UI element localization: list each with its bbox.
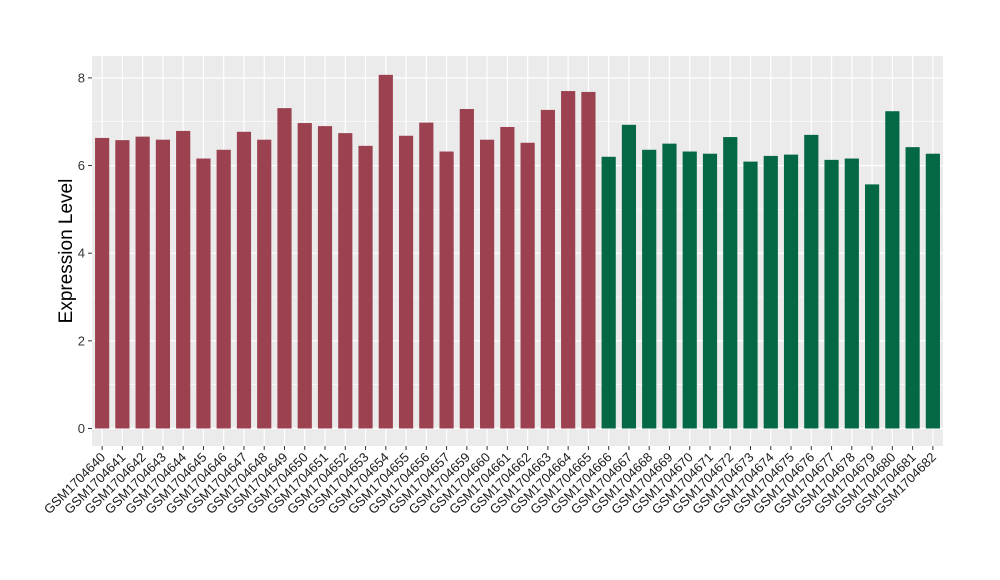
- bar-GSM1704675: [783, 154, 799, 429]
- bar-GSM1704664: [561, 91, 576, 429]
- bar-GSM1704661: [500, 126, 515, 429]
- bar-GSM1704677: [824, 159, 839, 429]
- bar-GSM1704649: [277, 108, 292, 429]
- bar-GSM1704662: [520, 142, 535, 429]
- bar-GSM1704665: [581, 91, 596, 429]
- y-axis-title: Expression Level: [56, 179, 77, 324]
- bar-GSM1704678: [844, 158, 859, 429]
- bar-GSM1704642: [135, 136, 150, 429]
- bar-GSM1704666: [601, 156, 616, 429]
- bar-GSM1704652: [338, 133, 353, 429]
- bar-GSM1704646: [216, 149, 231, 429]
- bar-GSM1704676: [804, 134, 819, 429]
- bar-GSM1704660: [480, 139, 495, 429]
- y-tick-label: 2: [78, 333, 85, 348]
- bar-GSM1704670: [682, 151, 697, 429]
- bar-GSM1704655: [398, 135, 414, 429]
- bar-GSM1704669: [662, 143, 677, 429]
- bar-GSM1704674: [763, 155, 778, 429]
- bar-GSM1704679: [864, 184, 880, 429]
- bar-GSM1704682: [925, 153, 940, 429]
- bar-GSM1704643: [155, 139, 171, 429]
- bar-GSM1704659: [459, 109, 474, 429]
- bar-GSM1704653: [358, 145, 373, 429]
- plot-panel: [92, 56, 943, 446]
- minor-gridlines: [92, 121, 943, 385]
- y-tick-label: 8: [78, 70, 85, 85]
- bar-GSM1704657: [439, 151, 454, 429]
- x-axis: GSM1704640GSM1704641GSM1704642GSM1704643…: [41, 446, 939, 517]
- bar-GSM1704680: [885, 111, 900, 429]
- bar-GSM1704648: [257, 139, 272, 429]
- bar-GSM1704668: [642, 149, 657, 429]
- bar-GSM1704656: [419, 122, 434, 429]
- y-tick-label: 4: [78, 246, 85, 261]
- bar-GSM1704651: [317, 126, 333, 429]
- y-axis: 0 2 4 6 8: [78, 70, 92, 436]
- bar-GSM1704671: [702, 153, 718, 429]
- bar-GSM1704647: [236, 131, 252, 429]
- bar-GSM1704672: [723, 137, 738, 429]
- bars: [95, 74, 940, 429]
- bar-GSM1704654: [378, 74, 393, 429]
- bar-GSM1704640: [95, 137, 110, 429]
- bar-GSM1704644: [176, 130, 191, 429]
- y-tick-label: 0: [78, 421, 85, 436]
- bar-GSM1704641: [115, 140, 130, 429]
- bar-GSM1704673: [743, 161, 758, 429]
- bar-GSM1704681: [905, 147, 920, 429]
- bar-GSM1704645: [196, 158, 211, 429]
- bar-GSM1704663: [540, 109, 555, 429]
- bar-GSM1704650: [297, 123, 312, 429]
- bar-GSM1704667: [621, 124, 637, 429]
- y-tick-label: 6: [78, 158, 85, 173]
